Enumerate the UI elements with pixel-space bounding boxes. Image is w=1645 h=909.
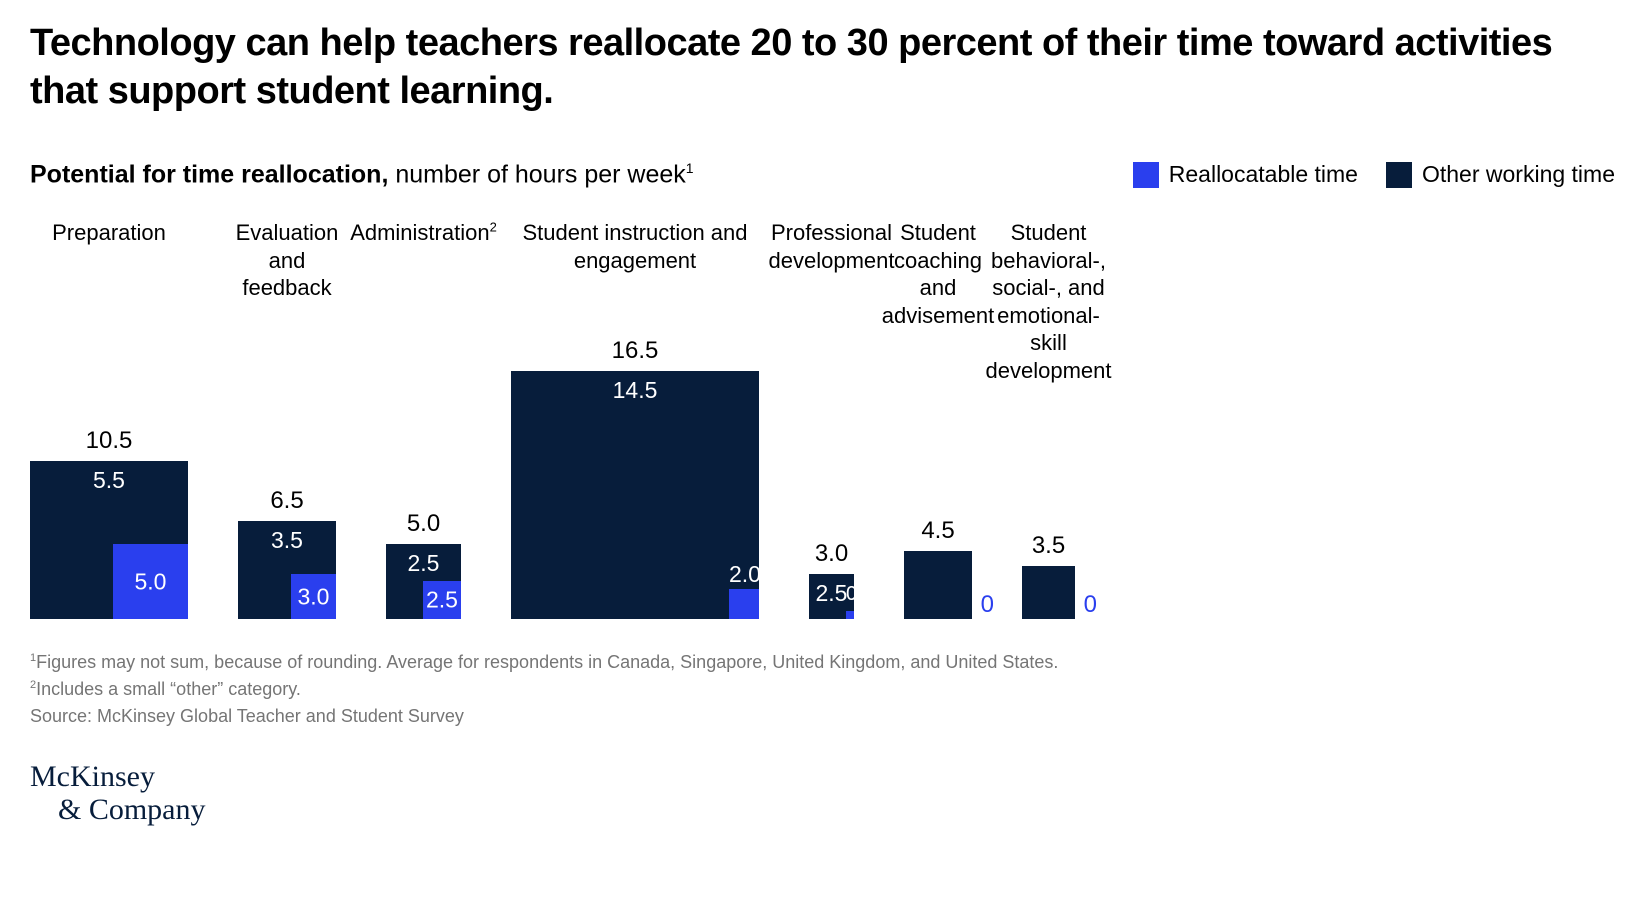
chart: Preparation 10.5 5.5 5.0 Evaluation and feed… [30,219,1615,619]
category-label: Student coaching and advisement [882,219,995,329]
reallocatable-label: 2.5 [423,587,461,614]
chart-subtitle: Potential for time reallocation, number … [30,160,694,189]
reallocatable-bar: 0.5 [846,611,854,619]
bar-area: 4.50 [904,329,972,619]
total-label: 3.0 [809,540,854,568]
bar-area: 6.5 3.5 3.0 [238,302,336,620]
legend-label-reallocatable: Reallocatable time [1169,161,1358,188]
footnote-1: 1Figures may not sum, because of roundin… [30,649,1615,676]
reallocatable-label: 3.0 [291,583,336,610]
logo-line2: & Company [30,793,206,826]
legend-label-other: Other working time [1422,161,1615,188]
bar-wrap: 3.02.50.5 [809,574,854,619]
legend-item-other: Other working time [1386,161,1615,188]
chart-column: Student coaching and advisement4.50 [904,219,972,619]
reallocatable-label: 5.0 [113,568,188,595]
reallocatable-bar: 2.5 [423,581,461,619]
mckinsey-logo: McKinsey & Company [30,760,1615,826]
bar-area: 10.5 5.5 5.0 [30,247,188,619]
reallocatable-bar: 3.0 [291,574,336,619]
page-title: Technology can help teachers reallocate … [30,20,1615,115]
legend-swatch-reallocatable [1133,162,1159,188]
total-label: 6.5 [238,487,336,515]
total-label: 3.5 [1022,532,1075,560]
bar-wrap: 5.02.52.5 [386,544,461,619]
footnote-2: 2Includes a small “other” category. [30,676,1615,703]
chart-column: Student instruction and engagement 16.5 14… [511,219,759,619]
total-label: 10.5 [30,427,188,455]
subhead-row: Potential for time reallocation, number … [30,160,1615,189]
legend-item-reallocatable: Reallocatable time [1133,161,1358,188]
category-label: Preparation [52,219,166,247]
other-label: 5.5 [30,467,188,494]
chart-subtitle-bold: Potential for time reallocation, [30,160,388,188]
bar-area: 3.50 [1022,384,1075,619]
reallocatable-label: 2.0 [729,561,759,588]
footnote-1-text: Figures may not sum, because of rounding… [36,652,1058,672]
bar-area: 3.02.50.5 [809,274,854,619]
bar-wrap: 3.50 [1022,566,1075,619]
total-label: 4.5 [904,517,972,545]
legend-swatch-other [1386,162,1412,188]
chart-column: Evaluation and feedback 6.5 3.5 3.0 [238,219,336,619]
legend: Reallocatable time Other working time [1133,161,1615,188]
chart-column: Preparation 10.5 5.5 5.0 [30,219,188,619]
other-bar: 14.5 [511,371,759,619]
category-label: Student behavioral-, social-, and emotio… [986,219,1112,384]
other-label: 14.5 [511,377,759,404]
bar-wrap: 10.55.55.0 [30,461,188,619]
chart-subtitle-rest: number of hours per week [388,160,685,188]
reallocatable-label: 0.5 [846,583,854,606]
total-label: 16.5 [511,337,759,365]
zero-label: 0 [1084,591,1097,619]
reallocatable-bar: 2.0 [729,589,759,619]
bar-wrap: 16.514.52.0 [511,371,759,619]
reallocatable-bar: 5.0 [113,544,188,619]
other-label: 2.5 [386,550,461,577]
category-label: Administration2 [350,219,497,247]
category-label: Evaluation and feedback [236,219,339,302]
category-label-sup: 2 [490,220,497,235]
chart-column: Student behavioral-, social-, and emotio… [1022,219,1075,619]
category-label: Student instruction and engagement [511,219,759,274]
total-label: 5.0 [386,510,461,538]
chart-column: Administration25.02.52.5 [386,219,461,619]
logo-line1: McKinsey [30,760,1615,793]
category-label: Professional development [769,219,895,274]
footnote-2-text: Includes a small “other” category. [36,679,301,699]
other-label: 3.5 [238,527,336,554]
other-bar [904,551,972,619]
footnote-source: Source: McKinsey Global Teacher and Stud… [30,703,1615,730]
other-bar [1022,566,1075,619]
bar-wrap: 6.53.53.0 [238,521,336,619]
bar-wrap: 4.50 [904,551,972,619]
footnotes: 1Figures may not sum, because of roundin… [30,649,1615,730]
chart-subtitle-sup: 1 [686,160,694,176]
bar-area: 5.0 2.5 2.5 [386,247,461,619]
chart-column: Professional development3.02.50.5 [809,219,854,619]
zero-label: 0 [981,591,994,619]
bar-area: 16.5 14.5 2.0 [511,274,759,619]
